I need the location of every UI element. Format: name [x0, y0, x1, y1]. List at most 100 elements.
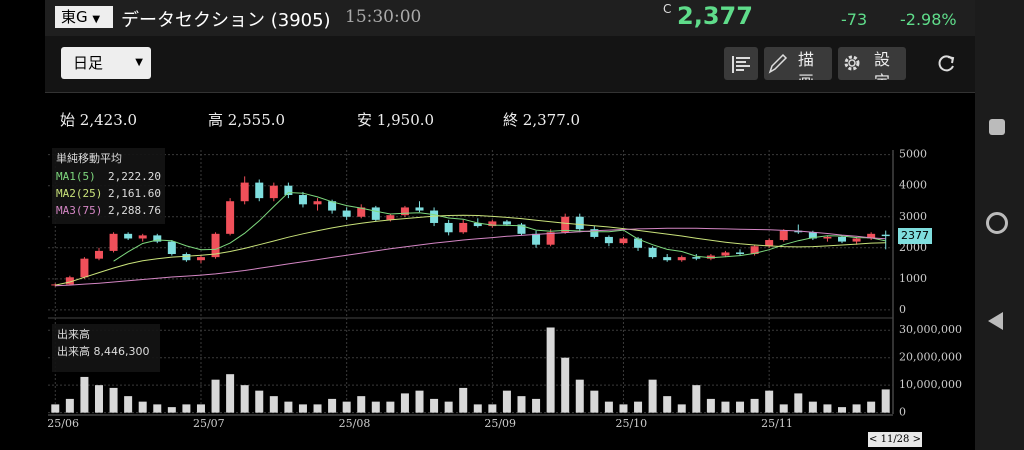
- price: 2,377: [677, 2, 753, 30]
- volume-bar: [619, 404, 628, 413]
- candle-body: [167, 241, 176, 255]
- candle-body: [211, 233, 220, 258]
- volume-bar: [663, 396, 672, 413]
- ohlc-label: 終: [503, 111, 519, 129]
- close-flag: C: [663, 2, 672, 16]
- candle-body: [765, 240, 774, 247]
- x-tick-label: 25/10: [615, 417, 647, 430]
- candle-body: [488, 221, 497, 227]
- ohlc-value: 1,950.0: [376, 111, 435, 129]
- candle-body: [153, 235, 162, 242]
- settings-button[interactable]: 設定: [838, 47, 906, 80]
- candle-body: [750, 246, 759, 255]
- nav-bar: [975, 0, 1024, 450]
- y-tick-label: 4000: [899, 179, 927, 192]
- x-tick-label: 25/11: [761, 417, 793, 430]
- ma-name: MA1(5): [56, 170, 96, 183]
- volume-bar: [488, 404, 497, 413]
- volume-bar: [794, 393, 803, 413]
- icon: [732, 56, 750, 73]
- candle-body: [94, 250, 103, 259]
- volume-bar: [852, 404, 861, 413]
- volume-bar: [823, 404, 832, 413]
- volume-tick-label: 20,000,000: [899, 351, 962, 364]
- volume-bar: [386, 401, 395, 413]
- ohlc-item: 終 2,377.0: [503, 109, 580, 130]
- candle-body: [284, 185, 293, 196]
- volume-bar: [51, 404, 60, 413]
- cursor-date[interactable]: < 11/28 >: [868, 432, 922, 447]
- volume-bar: [313, 404, 322, 413]
- ohlc-item: 安 1,950.0: [357, 109, 434, 130]
- volume-bar: [298, 404, 307, 413]
- volume-bar: [808, 401, 817, 413]
- change: -73: [841, 10, 868, 29]
- ma-legend-item: MA2(25) 2,161.60: [52, 185, 165, 202]
- candle-body: [721, 252, 730, 256]
- candle-body: [124, 233, 133, 239]
- ma-legend-item: MA1(5) 2,222.20: [52, 168, 165, 185]
- candle-body: [532, 233, 541, 245]
- candle-body: [823, 236, 832, 239]
- ma-name: MA2(25): [56, 187, 103, 200]
- volume-bar: [80, 376, 89, 413]
- candle-body: [226, 201, 235, 234]
- volume-bar: [473, 404, 482, 413]
- y-tick-label: 5000: [899, 148, 927, 161]
- draw-button[interactable]: 描画: [764, 47, 832, 80]
- candle-body: [502, 221, 511, 225]
- candle-body: [386, 215, 395, 220]
- ohlc-item: 高 2,555.0: [208, 109, 285, 130]
- volume-bar: [124, 396, 133, 413]
- ma-legend-item: MA3(75) 2,288.76: [52, 202, 165, 219]
- ohlc-label: 高: [208, 111, 224, 129]
- ma-name: MA3(75): [56, 204, 103, 217]
- candle-body: [196, 257, 205, 261]
- candle-body: [444, 222, 453, 233]
- y-tick-label: 1000: [899, 272, 927, 285]
- recent-apps[interactable]: [989, 119, 1005, 135]
- volume-bar: [342, 401, 351, 413]
- candle-body: [736, 252, 745, 255]
- candle-body: [881, 234, 890, 237]
- volume-bar: [721, 401, 730, 413]
- change-pct: -2.98%: [900, 10, 957, 29]
- volume-name: 出来高: [57, 345, 90, 358]
- candle-body: [546, 232, 555, 245]
- home[interactable]: [986, 212, 1008, 234]
- period-select[interactable]: 日足 ▼: [61, 47, 151, 79]
- market: 東G: [61, 8, 88, 26]
- candle-body: [255, 182, 264, 199]
- volume-bar: [65, 398, 74, 413]
- volume-bar: [255, 390, 264, 413]
- candle-body: [706, 255, 715, 259]
- market-select[interactable]: 東G ▼: [55, 6, 113, 28]
- ma-line: [55, 227, 886, 287]
- volume-bar: [677, 404, 686, 413]
- candle-body: [604, 236, 613, 244]
- volume-bar: [517, 396, 526, 413]
- stock-name: データセクション (3905): [121, 10, 331, 31]
- volume-bar: [269, 396, 278, 413]
- volume-bar: [750, 398, 759, 413]
- top-bar: 東G ▼ データセクション (3905) 15:30:00 C 2,377 -7…: [45, 0, 975, 36]
- candle-body: [371, 207, 380, 220]
- volume-bar: [284, 401, 293, 413]
- volume-tick-label: 10,000,000: [899, 378, 962, 391]
- candle-body: [517, 224, 526, 234]
- candle-body: [808, 232, 817, 239]
- settings-label: 設定: [874, 50, 891, 80]
- back[interactable]: [988, 312, 1003, 330]
- volume-bar: [590, 390, 599, 413]
- y-tick-label: 2000: [899, 241, 927, 254]
- volume-bar: [532, 398, 541, 413]
- candle-body: [80, 258, 89, 278]
- indicator-button[interactable]: [724, 47, 758, 80]
- refresh-button[interactable]: [935, 53, 957, 75]
- candle-body: [648, 247, 657, 258]
- ma-legend: 単純移動平均 MA1(5) 2,222.20 MA2(25) 2,161.60 MA3(7…: [52, 148, 165, 224]
- candle-body: [430, 210, 439, 223]
- y-tick-label: 3000: [899, 210, 927, 223]
- volume-bar: [736, 401, 745, 413]
